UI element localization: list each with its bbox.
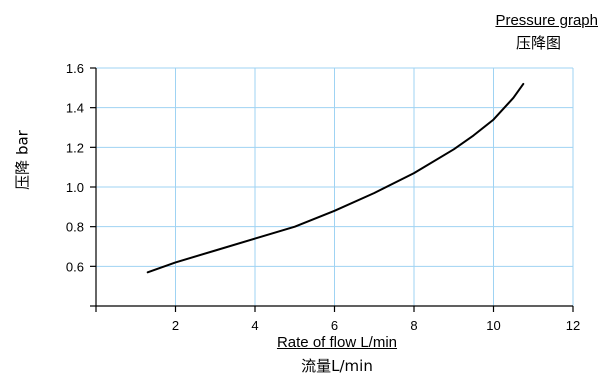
x-tick-label: 2 <box>172 318 179 333</box>
x-tick-label: 8 <box>410 318 417 333</box>
chart-title-cn: 压降图 <box>515 34 561 52</box>
x-tick-label: 12 <box>566 318 580 333</box>
y-tick-label: 1.6 <box>66 61 84 76</box>
x-axis-label: Rate of flow L/min <box>276 334 398 351</box>
y-tick-label: 0.6 <box>66 259 84 274</box>
x-tick-label: 4 <box>251 318 258 333</box>
chart-title: Pressure graph <box>495 12 598 29</box>
x-tick-label: 10 <box>486 318 500 333</box>
y-tick-label: 1.0 <box>66 180 84 195</box>
x-axis-label-cn: 流量L/min <box>301 357 373 375</box>
x-tick-label: 6 <box>331 318 338 333</box>
series-line <box>146 82 525 274</box>
y-tick-label: 1.2 <box>66 140 84 155</box>
y-tick-label: 1.4 <box>66 101 84 116</box>
y-axis-label: 压降 bar <box>13 130 32 190</box>
y-tick-label: 0.8 <box>66 220 84 235</box>
